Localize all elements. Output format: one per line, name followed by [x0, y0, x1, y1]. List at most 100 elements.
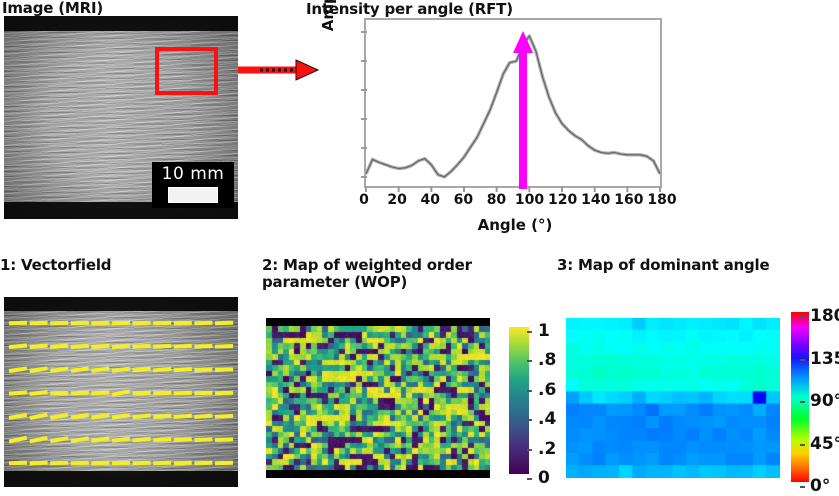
wop-tick-mark	[527, 360, 532, 362]
red-arrow-icon	[238, 58, 320, 82]
angle-panel-title: 3: Map of dominant angle	[557, 257, 807, 274]
vector-dash	[50, 346, 68, 348]
vector-dash	[133, 415, 151, 417]
vector-dash	[71, 368, 89, 371]
vector-dash	[71, 393, 89, 394]
vector-overlay	[4, 297, 238, 487]
vector-dash	[9, 415, 27, 418]
x-tick-120: 120	[548, 192, 577, 208]
vectorfield-image	[4, 297, 238, 487]
vector-dash	[92, 438, 110, 441]
vector-dash	[30, 392, 48, 394]
angle-tick-2: 90°	[810, 391, 839, 411]
wop-tick-0: 1	[538, 321, 550, 341]
x-tick-80: 80	[487, 192, 506, 208]
angle-tick-1: 135°	[810, 349, 839, 369]
vector-dash	[174, 346, 192, 347]
wop-canvas	[266, 326, 490, 470]
x-tick-60: 60	[454, 192, 473, 208]
wop-heatmap	[266, 318, 490, 478]
vector-dash	[133, 439, 151, 441]
vector-dash	[50, 368, 68, 371]
angle-tick-mark	[800, 359, 805, 361]
vector-dash	[71, 323, 89, 324]
wop-title-line2: parameter (WOP)	[262, 273, 407, 291]
vector-dash	[9, 323, 27, 324]
vector-dash	[30, 415, 48, 419]
vector-dash	[153, 439, 171, 440]
rft-x-tick-marks	[364, 186, 662, 194]
vector-dash	[112, 415, 130, 417]
vector-dash	[194, 416, 212, 417]
vector-dash	[9, 346, 27, 348]
wop-tick-2: .6	[538, 380, 556, 400]
vector-dash	[133, 369, 151, 371]
rft-panel-title: Intensity per angle (RFT)	[306, 1, 606, 18]
vector-dash	[9, 392, 27, 393]
wop-tick-mark	[527, 419, 532, 421]
roi-rectangle[interactable]	[155, 47, 218, 95]
vector-dash	[91, 346, 109, 347]
x-tick-180: 180	[647, 192, 676, 208]
wop-tick-1: .8	[538, 350, 556, 370]
vector-dash	[215, 439, 233, 440]
vector-dash	[30, 323, 48, 324]
mri-panel-title: Image (MRI)	[2, 0, 103, 17]
scale-bar-label: 10 mm	[152, 162, 234, 186]
vector-dash	[215, 346, 233, 347]
vector-dash	[71, 438, 89, 441]
wop-tick-mark	[527, 449, 532, 451]
x-tick-140: 140	[581, 192, 610, 208]
wop-tick-mark	[527, 478, 532, 480]
angle-colorbar-ticks: 180°135°90°45°0°	[806, 303, 839, 491]
vector-dash	[153, 346, 171, 347]
vector-dash	[50, 323, 68, 324]
vector-dash	[153, 416, 171, 418]
rft-y-tick-marks	[358, 18, 368, 190]
vectorfield-panel-title: 1: Vectorfield	[0, 257, 250, 274]
wop-tick-mark	[527, 390, 532, 392]
angle-tick-mark	[800, 486, 805, 488]
vector-dash	[194, 369, 212, 370]
rft-y-axis-label: Amplitude (a.u)	[319, 0, 337, 35]
vector-dash	[30, 368, 48, 371]
vector-dash	[174, 369, 192, 370]
vector-dash	[215, 369, 233, 370]
vector-dash	[215, 416, 233, 417]
vector-dash	[71, 346, 89, 347]
vector-dash	[9, 368, 27, 371]
vector-dash	[9, 438, 27, 442]
angle-tick-mark	[800, 444, 805, 446]
vector-dash	[194, 439, 212, 440]
wop-title-line1: 2: Map of weighted order	[262, 256, 472, 274]
x-tick-160: 160	[614, 192, 643, 208]
vector-dash	[133, 346, 151, 347]
angle-tick-0: 180°	[810, 306, 839, 326]
angle-heatmap	[566, 318, 780, 478]
vector-dash	[112, 439, 130, 441]
wop-tick-5: 0	[538, 468, 550, 488]
rft-x-axis-label: Angle (°)	[440, 216, 590, 234]
vector-dash	[71, 415, 89, 418]
wop-panel-title: 2: Map of weighted order parameter (WOP)	[262, 257, 497, 291]
vector-dash	[153, 369, 171, 371]
vector-dash	[194, 346, 212, 347]
vector-dash	[112, 369, 130, 371]
vector-dash	[174, 416, 192, 417]
angle-tick-3: 45°	[810, 434, 839, 454]
scale-bar-rule	[168, 187, 218, 203]
vector-dash	[92, 415, 110, 418]
vector-dash	[91, 393, 109, 394]
vector-dash	[174, 439, 192, 440]
angle-tick-mark	[800, 316, 805, 318]
x-tick-40: 40	[420, 192, 439, 208]
vector-dash	[50, 393, 68, 394]
wop-tick-3: .4	[538, 409, 556, 429]
angle-canvas	[566, 318, 780, 478]
vector-dash	[30, 438, 48, 442]
dominant-angle-marker	[512, 31, 534, 189]
vector-dash	[30, 346, 48, 348]
vector-dash	[112, 346, 130, 347]
